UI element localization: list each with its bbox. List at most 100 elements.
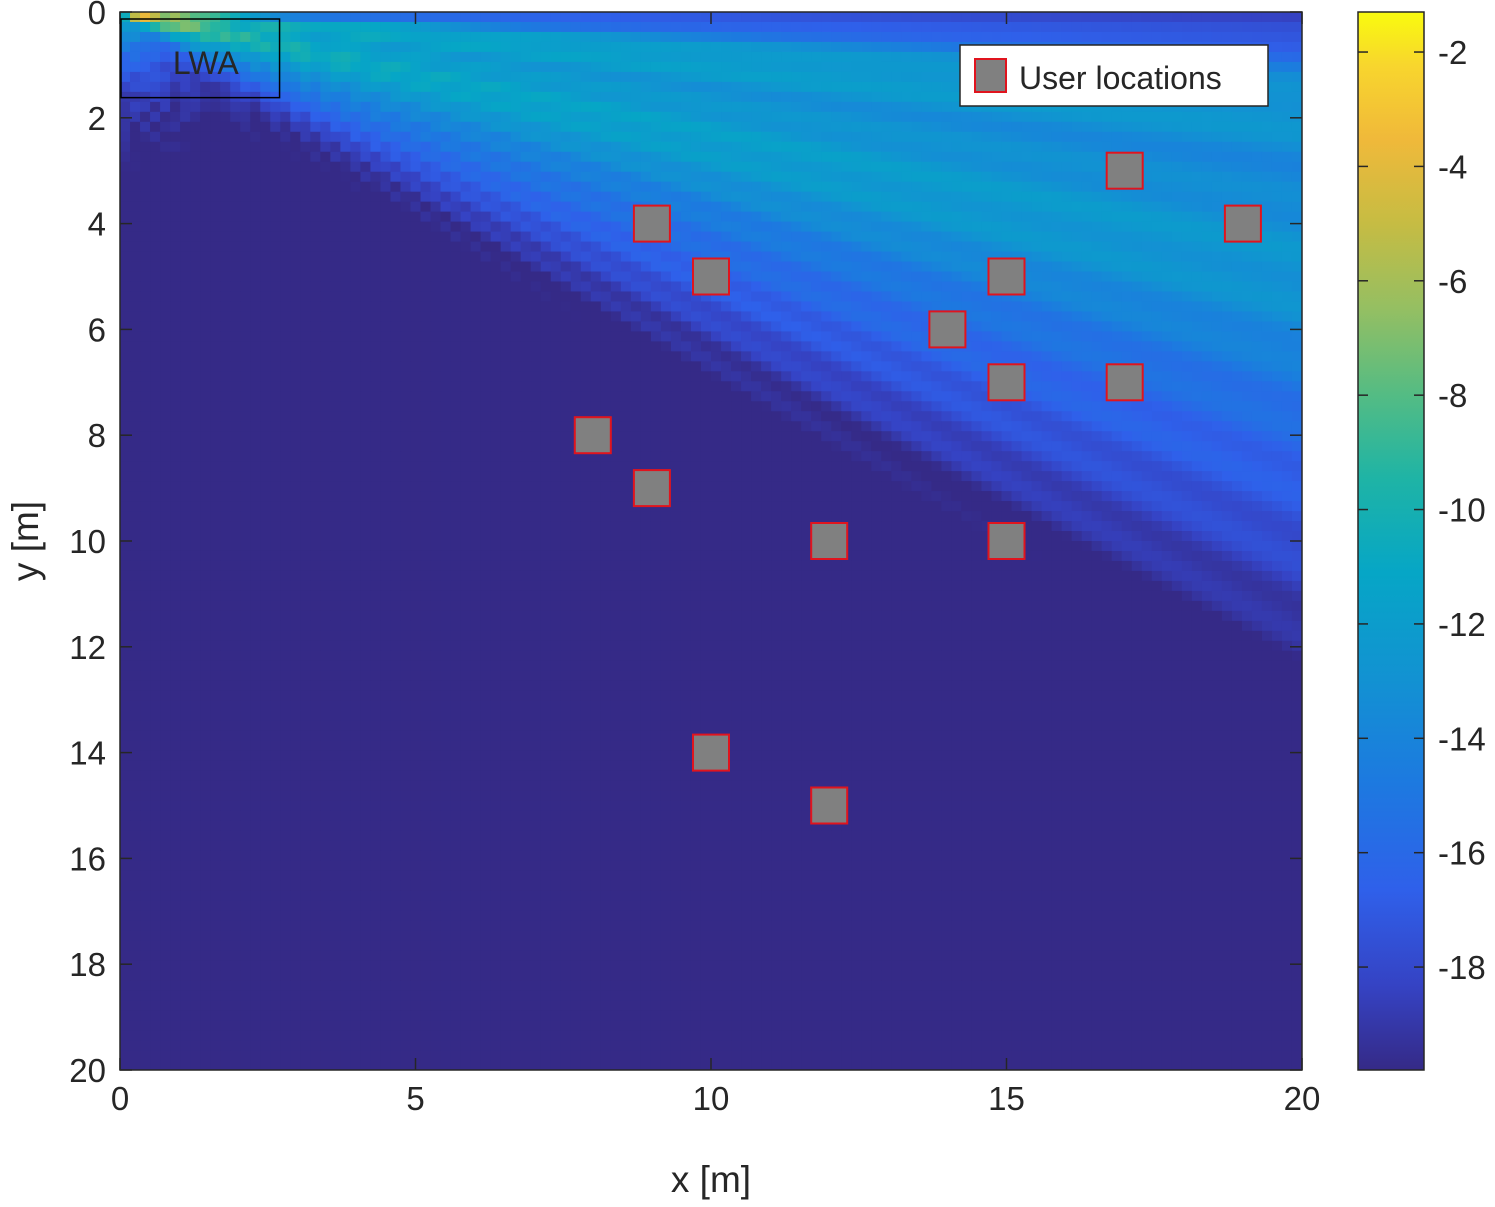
heatmap-cell — [711, 311, 722, 323]
heatmap-cell — [1211, 231, 1223, 243]
heatmap-cell — [1251, 141, 1263, 153]
heatmap-cell — [370, 181, 382, 193]
heatmap-cell — [971, 141, 983, 153]
heatmap-cell — [811, 351, 822, 362]
heatmap-cell — [1131, 21, 1143, 33]
heatmap-cell — [230, 251, 241, 263]
heatmap-cell — [791, 391, 802, 402]
heatmap-cell — [1051, 391, 1063, 402]
heatmap-cell — [1291, 12, 1302, 23]
heatmap-cell — [150, 81, 161, 93]
heatmap-cell — [590, 401, 602, 412]
heatmap-cell — [120, 151, 131, 163]
heatmap-cell — [1041, 12, 1053, 23]
heatmap-cell — [1251, 281, 1263, 293]
heatmap-cell — [310, 221, 321, 233]
heatmap-cell — [751, 71, 762, 83]
heatmap-cell — [821, 211, 832, 223]
heatmap-cell — [180, 221, 191, 233]
heatmap-cell — [120, 71, 131, 83]
heatmap-cell — [861, 111, 872, 123]
heatmap-cell — [1251, 111, 1263, 123]
heatmap-cell — [1251, 361, 1263, 372]
heatmap-cell — [1031, 371, 1043, 382]
heatmap-cell — [1271, 381, 1283, 392]
heatmap-cell — [350, 421, 362, 432]
heatmap-cell — [490, 221, 502, 233]
heatmap-cell — [1181, 411, 1193, 422]
heatmap-cell — [991, 331, 1003, 342]
heatmap-cell — [380, 431, 392, 442]
heatmap-cell — [450, 301, 462, 313]
heatmap-cell — [640, 301, 652, 313]
heatmap-cell — [961, 321, 973, 332]
heatmap-cell — [911, 261, 922, 273]
heatmap-cell — [480, 311, 492, 323]
heatmap-cell — [360, 241, 372, 253]
heatmap-cell — [731, 371, 742, 382]
heatmap-cell — [150, 71, 161, 83]
heatmap-cell — [130, 141, 141, 153]
heatmap-cell — [871, 401, 882, 412]
heatmap-cell — [630, 121, 642, 133]
heatmap-cell — [700, 41, 712, 53]
heatmap-cell — [160, 101, 171, 113]
heatmap-cell — [440, 401, 452, 412]
heatmap-cell — [670, 301, 682, 313]
heatmap-cell — [1291, 321, 1302, 332]
heatmap-cell — [670, 211, 682, 223]
heatmap-cell — [170, 161, 181, 173]
heatmap-cell — [971, 231, 983, 243]
heatmap-cell — [1291, 251, 1302, 263]
heatmap-cell — [170, 261, 181, 273]
heatmap-cell — [991, 211, 1003, 223]
heatmap-cell — [971, 341, 983, 352]
heatmap-cell — [590, 241, 602, 253]
heatmap-cell — [1071, 321, 1083, 332]
heatmap-cell — [1041, 331, 1053, 342]
heatmap-cell — [500, 21, 512, 33]
heatmap-cell — [560, 241, 572, 253]
heatmap-cell — [1261, 151, 1273, 163]
heatmap-cell — [160, 371, 171, 382]
heatmap-cell — [690, 121, 702, 133]
heatmap-cell — [460, 231, 472, 243]
heatmap-cell — [1161, 21, 1173, 33]
heatmap-cell — [1291, 371, 1302, 382]
heatmap-cell — [410, 21, 422, 33]
heatmap-cell — [450, 271, 462, 283]
heatmap-cell — [560, 391, 572, 402]
heatmap-cell — [340, 271, 351, 283]
heatmap-cell — [791, 351, 802, 362]
heatmap-cell — [1071, 371, 1083, 382]
heatmap-cell — [1201, 311, 1213, 323]
heatmap-cell — [410, 421, 422, 432]
heatmap-cell — [250, 191, 261, 203]
heatmap-cell — [340, 431, 351, 442]
heatmap-cell — [1001, 181, 1013, 193]
heatmap-cell — [510, 351, 522, 362]
heatmap-cell — [1201, 131, 1213, 143]
heatmap-cell — [300, 71, 311, 83]
heatmap-cell — [1221, 281, 1233, 293]
heatmap-cell — [1041, 191, 1053, 203]
heatmap-cell — [801, 201, 812, 213]
heatmap-cell — [660, 331, 672, 342]
heatmap-cell — [911, 321, 922, 332]
heatmap-cell — [360, 211, 372, 223]
heatmap-cell — [1271, 61, 1283, 73]
heatmap-cell — [280, 281, 291, 293]
heatmap-cell — [290, 231, 301, 243]
heatmap-cell — [811, 191, 822, 203]
heatmap-cell — [650, 391, 662, 402]
heatmap-cell — [1251, 321, 1263, 332]
heatmap-cell — [781, 251, 792, 263]
heatmap-cell — [250, 311, 261, 323]
heatmap-cell — [991, 181, 1003, 193]
heatmap-cell — [1151, 191, 1163, 203]
heatmap-cell — [690, 191, 702, 203]
heatmap-cell — [901, 361, 912, 372]
heatmap-cell — [821, 12, 832, 23]
heatmap-cell — [280, 201, 291, 213]
heatmap-cell — [791, 371, 802, 382]
